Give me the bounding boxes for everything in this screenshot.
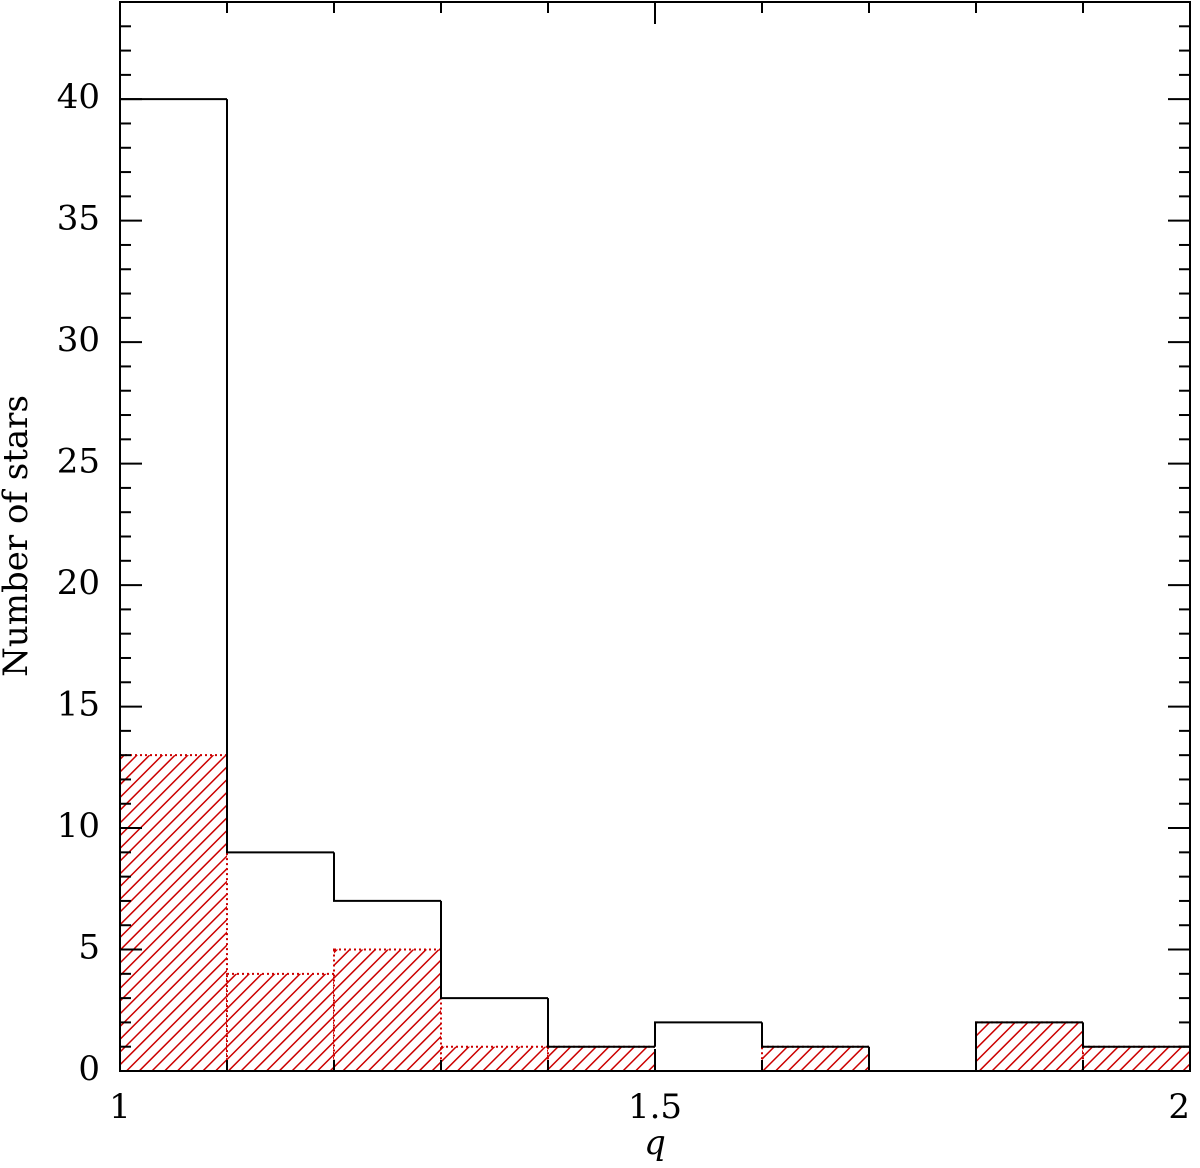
y-tick-label: 25 bbox=[57, 442, 100, 482]
y-tick-label: 5 bbox=[78, 928, 100, 968]
histogram-bar bbox=[547, 1045, 656, 1073]
y-tick-label: 20 bbox=[57, 563, 100, 603]
histogram-step bbox=[654, 1021, 762, 1047]
histogram-bar bbox=[226, 972, 335, 1072]
x-tick-label: 2 bbox=[1168, 1087, 1190, 1127]
histogram-step bbox=[333, 852, 441, 902]
y-tick-label: 15 bbox=[57, 685, 100, 725]
histogram-step bbox=[440, 900, 548, 1000]
histogram-bar bbox=[440, 1045, 549, 1073]
x-tick-label: 1 bbox=[109, 1087, 131, 1127]
y-tick-label: 10 bbox=[57, 806, 100, 846]
histogram-bar bbox=[975, 1021, 1084, 1073]
histogram-bar bbox=[333, 948, 442, 1072]
y-axis-title: Number of stars bbox=[0, 395, 36, 677]
x-tick-label: 1.5 bbox=[628, 1087, 682, 1127]
y-tick-label: 40 bbox=[57, 77, 100, 117]
histogram-step bbox=[547, 998, 655, 1048]
histogram-bar bbox=[1082, 1045, 1191, 1073]
y-tick-label: 35 bbox=[57, 199, 100, 239]
y-tick-label: 30 bbox=[57, 320, 100, 360]
histogram-bar bbox=[761, 1045, 870, 1073]
y-tick-label: 0 bbox=[78, 1049, 100, 1089]
plot-frame bbox=[119, 1, 1191, 1072]
x-axis-title: q bbox=[644, 1123, 666, 1163]
histogram-bar bbox=[119, 754, 228, 1073]
histogram-step bbox=[761, 1022, 869, 1048]
histogram-step bbox=[868, 1046, 976, 1072]
histogram-step bbox=[975, 1021, 1083, 1071]
histogram-step bbox=[226, 99, 334, 854]
